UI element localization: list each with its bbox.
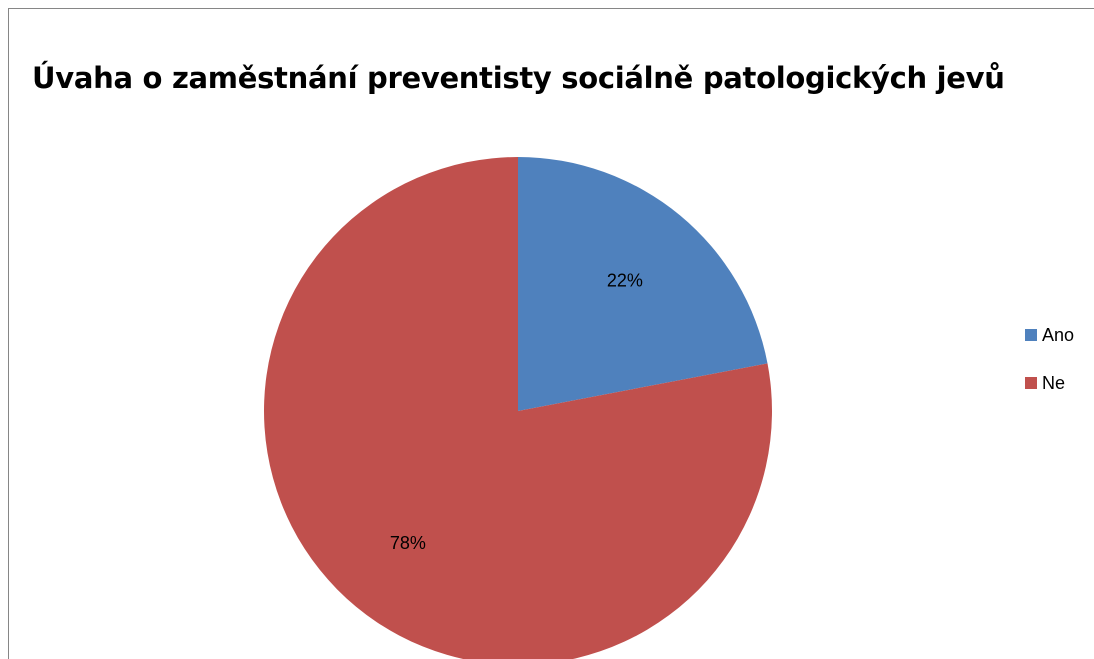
data-label-ano: 22% [607,271,643,291]
data-label-ne: 78% [390,533,426,553]
pie-slice-ano [518,157,768,411]
legend-item-ano: Ano [1025,311,1074,359]
legend-swatch-ne [1025,377,1037,389]
legend-item-ne: Ne [1025,359,1074,407]
legend-label-ne: Ne [1042,372,1066,393]
pie-plot: 22% 78% [264,157,772,659]
chart-frame: Úvaha o zaměstnání preventisty sociálně … [8,8,1094,659]
legend: Ano Ne [1025,311,1074,407]
legend-swatch-ano [1025,329,1037,341]
chart-title: Úvaha o zaměstnání preventisty sociálně … [32,61,1005,95]
legend-label-ano: Ano [1042,324,1075,345]
pie-slice-ne [264,157,772,659]
